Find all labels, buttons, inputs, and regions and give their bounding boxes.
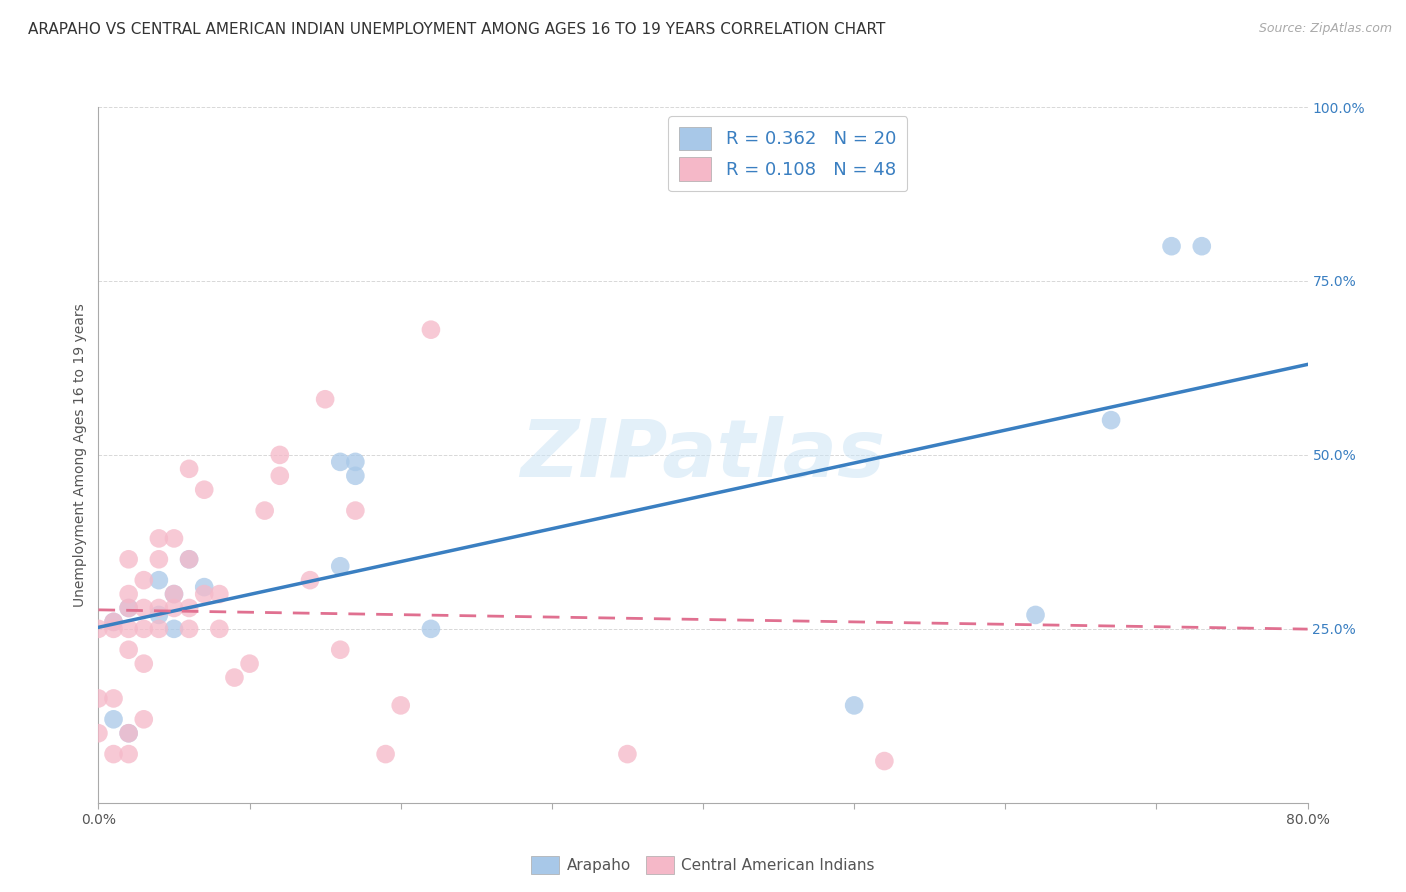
Point xyxy=(177,552,201,566)
Point xyxy=(329,642,352,657)
Point xyxy=(118,726,141,740)
Text: ZIPatlas: ZIPatlas xyxy=(520,416,886,494)
Point xyxy=(208,622,231,636)
Point xyxy=(299,573,322,587)
Point xyxy=(103,615,125,629)
Point xyxy=(148,601,170,615)
Y-axis label: Unemployment Among Ages 16 to 19 years: Unemployment Among Ages 16 to 19 years xyxy=(73,303,87,607)
Point xyxy=(118,622,141,636)
Point xyxy=(87,622,110,636)
Point xyxy=(208,587,231,601)
Point xyxy=(177,462,201,476)
Point xyxy=(177,601,201,615)
Point xyxy=(132,657,155,671)
Point xyxy=(1191,239,1213,253)
Point xyxy=(163,601,186,615)
Point xyxy=(177,552,201,566)
Point xyxy=(344,503,367,517)
Point xyxy=(132,601,155,615)
Legend: Arapaho, Central American Indians: Arapaho, Central American Indians xyxy=(526,850,880,880)
Point xyxy=(118,601,141,615)
Text: ARAPAHO VS CENTRAL AMERICAN INDIAN UNEMPLOYMENT AMONG AGES 16 TO 19 YEARS CORREL: ARAPAHO VS CENTRAL AMERICAN INDIAN UNEMP… xyxy=(28,22,886,37)
Point xyxy=(118,587,141,601)
Point xyxy=(87,691,110,706)
Point xyxy=(163,622,186,636)
Point xyxy=(132,573,155,587)
Point xyxy=(132,622,155,636)
Point xyxy=(103,622,125,636)
Point xyxy=(148,573,170,587)
Legend: R = 0.362   N = 20, R = 0.108   N = 48: R = 0.362 N = 20, R = 0.108 N = 48 xyxy=(668,116,907,192)
Point xyxy=(87,726,110,740)
Point xyxy=(269,468,291,483)
Point xyxy=(163,587,186,601)
Point xyxy=(389,698,412,713)
Point xyxy=(103,747,125,761)
Point xyxy=(419,323,441,337)
Point xyxy=(344,455,367,469)
Point xyxy=(269,448,291,462)
Point xyxy=(374,747,396,761)
Point xyxy=(103,712,125,726)
Point xyxy=(1024,607,1046,622)
Point xyxy=(103,691,125,706)
Point xyxy=(118,726,141,740)
Point xyxy=(616,747,638,761)
Point xyxy=(118,747,141,761)
Point xyxy=(419,622,441,636)
Point xyxy=(193,587,215,601)
Point xyxy=(148,607,170,622)
Point xyxy=(177,622,201,636)
Point xyxy=(118,552,141,566)
Point xyxy=(193,483,215,497)
Point xyxy=(118,642,141,657)
Point xyxy=(329,455,352,469)
Point xyxy=(118,601,141,615)
Point xyxy=(224,671,246,685)
Point xyxy=(253,503,276,517)
Point xyxy=(314,392,336,407)
Point xyxy=(148,532,170,546)
Point xyxy=(163,532,186,546)
Point xyxy=(344,468,367,483)
Point xyxy=(163,587,186,601)
Point xyxy=(873,754,896,768)
Point xyxy=(239,657,262,671)
Point xyxy=(1160,239,1182,253)
Point xyxy=(844,698,866,713)
Point xyxy=(193,580,215,594)
Point xyxy=(1099,413,1122,427)
Point xyxy=(148,622,170,636)
Point xyxy=(329,559,352,574)
Text: Source: ZipAtlas.com: Source: ZipAtlas.com xyxy=(1258,22,1392,36)
Point xyxy=(132,712,155,726)
Point xyxy=(148,552,170,566)
Point xyxy=(103,615,125,629)
